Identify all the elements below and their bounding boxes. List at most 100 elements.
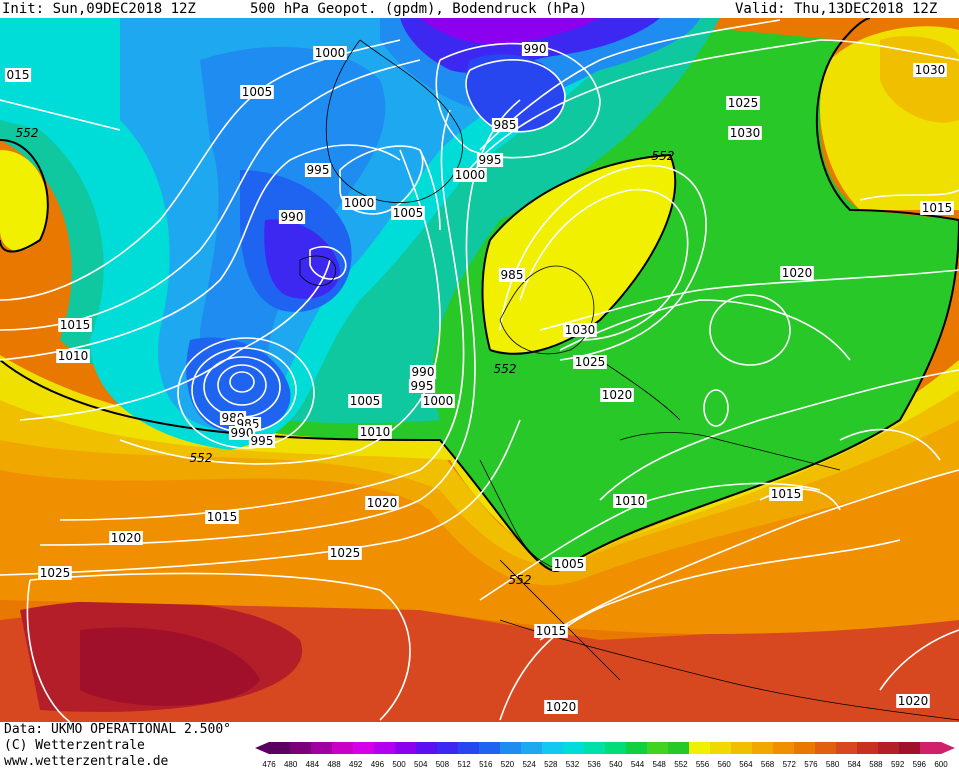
contour-label: 1020: [544, 700, 578, 714]
contour-label-bg: [109, 531, 143, 545]
contour-label-text: 1025: [728, 96, 759, 110]
contour-label-bg: [613, 494, 647, 508]
contour-label: 1030: [728, 126, 762, 140]
contour-label-text: 1025: [575, 355, 606, 369]
isobar-j: [26, 579, 71, 722]
contour-label-bg: [313, 46, 347, 60]
colorbar-tick-label: 548: [653, 760, 667, 769]
colorbar-swatch: [269, 742, 291, 754]
colorbar-tick-label: 536: [587, 760, 601, 769]
colorbar-swatch: [857, 742, 879, 754]
colorbar-tick-label: 492: [349, 760, 363, 769]
colorbar-arrow-left: [255, 742, 269, 754]
contour-label-bg: [552, 557, 586, 571]
valid-time: Valid: Thu,13DEC2018 12Z: [735, 1, 938, 17]
contour-label-text: 985: [501, 268, 524, 282]
contour-label: 1015: [534, 624, 568, 638]
isobar-low-2: [217, 364, 267, 406]
fill-560-east: [880, 36, 959, 123]
colorbar-tick-label: 580: [826, 760, 840, 769]
colorbar-swatch: [521, 742, 543, 754]
contour-label: 1025: [726, 96, 760, 110]
colorbar-swatch: [563, 742, 585, 754]
isobar-q: [459, 39, 821, 181]
colorbar-tick-label: 560: [718, 760, 732, 769]
contour-label-text: 990: [231, 426, 254, 440]
colorbar-swatch: [479, 742, 501, 754]
contour-label: 1020: [896, 694, 930, 708]
contour-label-text: 990: [281, 210, 304, 224]
contour-label-bg: [228, 426, 256, 440]
contour-label-bg: [498, 268, 526, 282]
contour-label-bg: [348, 394, 382, 408]
colorbar-swatch: [878, 742, 900, 754]
contour-label-bg: [728, 126, 762, 140]
isobar-scand-high-2: [499, 164, 707, 361]
colorbar-ticks: 476 480 484 488 492 496 500 504 508 512 516 520 524 5…: [262, 760, 948, 769]
contour-label: 1005: [348, 394, 382, 408]
isobar-low-ireland: [309, 245, 347, 280]
isobar-p: [559, 299, 851, 361]
colorbar-swatches: [255, 742, 955, 754]
colorbar-tick-label: 596: [913, 760, 927, 769]
france-coast: [479, 459, 561, 571]
contour-label-bg: [726, 96, 760, 110]
geopotential-fill: [0, 18, 959, 722]
colorbar-tick-label: 584: [848, 760, 862, 769]
colorbar-tick-label: 524: [522, 760, 536, 769]
contour-label-text: 1000: [344, 196, 375, 210]
contour-label-text: 1010: [615, 494, 646, 508]
colorbar-tick-label: 488: [327, 760, 341, 769]
contour-label: 015: [4, 68, 32, 82]
contour-label: 552: [16, 126, 39, 140]
contour-label: 1020: [109, 531, 143, 545]
isoline-552: [0, 18, 959, 572]
isobar-nw: [0, 99, 121, 131]
colorbar-swatch: [374, 742, 396, 754]
colorbar-tick-label: 484: [306, 760, 320, 769]
colorbar-swatch: [920, 742, 942, 754]
isobar-small-central: [703, 389, 729, 427]
contour-label-bg: [358, 425, 392, 439]
contour-label-text: 995: [479, 153, 502, 167]
contour-label-text: 1005: [242, 85, 273, 99]
contour-label: 1010: [358, 425, 392, 439]
contour-label-text: 1000: [455, 168, 486, 182]
colorbar-swatch: [311, 742, 333, 754]
init-time: Init: Sun,09DEC2018 12Z: [2, 1, 196, 17]
colorbar-tick-label: 508: [436, 760, 450, 769]
isobar-r: [479, 19, 781, 151]
contour-label: 1000: [421, 394, 455, 408]
contour-label-bg: [328, 546, 362, 560]
contour-label-text: 552: [509, 573, 532, 587]
contour-label-text: 552: [16, 126, 39, 140]
isobar-ne-1: [819, 39, 959, 61]
isobar-h: [0, 419, 521, 576]
isoline-552-main: [0, 18, 959, 572]
contour-label-text: 1020: [111, 531, 142, 545]
contour-label-text: 1015: [922, 201, 953, 215]
isobar-b: [0, 59, 421, 331]
contour-label-text: 552: [652, 149, 675, 163]
contour-label-bg: [391, 206, 425, 220]
colorbar-arrow-right: [941, 742, 955, 754]
fill-556-west: [0, 150, 48, 251]
colorbar-tick-label: 512: [457, 760, 471, 769]
colorbar-swatch: [752, 742, 774, 754]
isobar-scand-high: [519, 188, 689, 341]
central-europe-border: [619, 432, 841, 471]
greenland-coast: [325, 39, 463, 203]
fill-564: [0, 380, 959, 566]
contour-label-text: 1025: [330, 546, 361, 560]
colorbar-tick-label: 552: [674, 760, 688, 769]
contour-label: 1015: [769, 487, 803, 501]
contour-label-bg: [573, 355, 607, 369]
contour-label-text: 552: [190, 451, 213, 465]
colorbar-tick-label: 504: [414, 760, 428, 769]
colorbar-swatch: [647, 742, 669, 754]
colorbar-tick-label: 564: [739, 760, 753, 769]
contour-label-bg: [38, 566, 72, 580]
contour-label-text: 1000: [423, 394, 454, 408]
isobar-i: [29, 572, 411, 721]
